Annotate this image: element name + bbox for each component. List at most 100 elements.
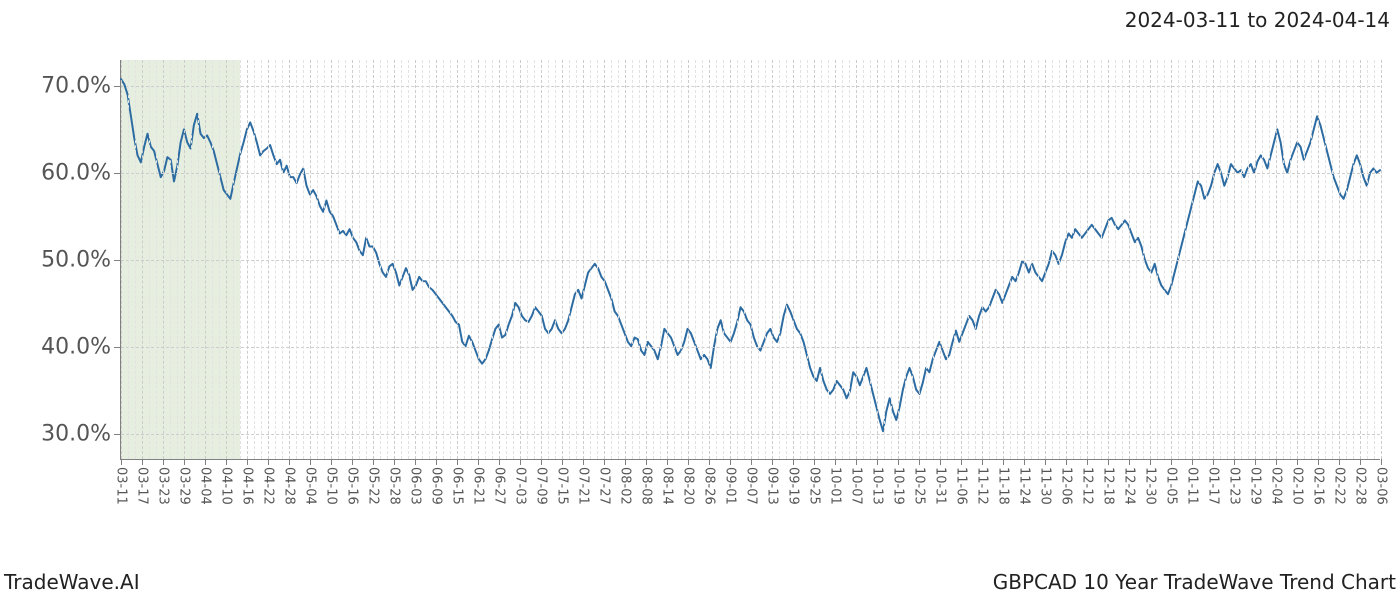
x-minor-gridline	[1178, 60, 1179, 459]
x-minor-gridline	[1038, 60, 1039, 459]
chart-container: 2024-03-11 to 2024-04-14 30.0%40.0%50.0%…	[0, 0, 1400, 600]
x-major-gridline	[898, 60, 899, 459]
x-axis-label: 01-05	[1164, 467, 1179, 505]
x-tick	[457, 459, 458, 465]
x-tick	[1213, 459, 1214, 465]
x-minor-gridline	[275, 60, 276, 459]
x-minor-gridline	[1304, 60, 1305, 459]
x-axis-label: 10-01	[828, 467, 843, 505]
x-axis-label: 06-09	[429, 467, 444, 505]
x-axis-label: 05-16	[345, 467, 360, 505]
y-axis-label: 30.0%	[41, 421, 111, 446]
x-minor-gridline	[1122, 60, 1123, 459]
x-major-gridline	[331, 60, 332, 459]
x-major-gridline	[730, 60, 731, 459]
x-major-gridline	[436, 60, 437, 459]
x-major-gridline	[289, 60, 290, 459]
x-tick	[1003, 459, 1004, 465]
x-axis-label: 04-16	[240, 467, 255, 505]
x-major-gridline	[814, 60, 815, 459]
x-axis-label: 03-29	[177, 467, 192, 505]
footer-title: GBPCAD 10 Year TradeWave Trend Chart	[993, 570, 1396, 594]
x-minor-gridline	[149, 60, 150, 459]
x-tick	[226, 459, 227, 465]
x-tick	[835, 459, 836, 465]
x-minor-gridline	[345, 60, 346, 459]
x-minor-gridline	[359, 60, 360, 459]
x-minor-gridline	[128, 60, 129, 459]
x-minor-gridline	[450, 60, 451, 459]
x-tick	[1108, 459, 1109, 465]
x-tick	[1087, 459, 1088, 465]
x-tick	[730, 459, 731, 465]
x-tick	[1360, 459, 1361, 465]
x-tick	[1255, 459, 1256, 465]
x-minor-gridline	[1220, 60, 1221, 459]
x-minor-gridline	[296, 60, 297, 459]
x-tick	[814, 459, 815, 465]
x-tick	[1192, 459, 1193, 465]
x-minor-gridline	[366, 60, 367, 459]
x-minor-gridline	[471, 60, 472, 459]
x-minor-gridline	[212, 60, 213, 459]
x-major-gridline	[835, 60, 836, 459]
x-axis-label: 12-18	[1101, 467, 1116, 505]
x-minor-gridline	[1374, 60, 1375, 459]
x-minor-gridline	[1073, 60, 1074, 459]
x-axis-label: 02-22	[1332, 467, 1347, 505]
x-minor-gridline	[261, 60, 262, 459]
x-major-gridline	[625, 60, 626, 459]
x-axis-label: 05-04	[303, 467, 318, 505]
x-axis-label: 11-30	[1038, 467, 1053, 505]
x-major-gridline	[163, 60, 164, 459]
x-minor-gridline	[870, 60, 871, 459]
x-major-gridline	[1318, 60, 1319, 459]
x-minor-gridline	[548, 60, 549, 459]
x-minor-gridline	[1283, 60, 1284, 459]
x-minor-gridline	[828, 60, 829, 459]
x-axis-label: 09-01	[723, 467, 738, 505]
x-axis-label: 09-07	[744, 467, 759, 505]
x-minor-gridline	[618, 60, 619, 459]
x-tick	[478, 459, 479, 465]
x-axis-label: 05-28	[387, 467, 402, 505]
x-minor-gridline	[863, 60, 864, 459]
x-minor-gridline	[716, 60, 717, 459]
x-minor-gridline	[492, 60, 493, 459]
x-axis-label: 10-25	[912, 467, 927, 505]
x-minor-gridline	[933, 60, 934, 459]
x-tick	[793, 459, 794, 465]
x-major-gridline	[247, 60, 248, 459]
x-minor-gridline	[1101, 60, 1102, 459]
x-axis-label: 06-03	[408, 467, 423, 505]
x-minor-gridline	[1311, 60, 1312, 459]
x-axis-label: 02-10	[1290, 467, 1305, 505]
x-axis-label: 08-02	[618, 467, 633, 505]
x-tick	[1234, 459, 1235, 465]
x-tick	[982, 459, 983, 465]
x-major-gridline	[541, 60, 542, 459]
x-tick	[289, 459, 290, 465]
x-major-gridline	[1108, 60, 1109, 459]
x-tick	[541, 459, 542, 465]
x-tick	[1171, 459, 1172, 465]
x-axis-label: 03-17	[135, 467, 150, 505]
x-minor-gridline	[954, 60, 955, 459]
x-minor-gridline	[611, 60, 612, 459]
x-minor-gridline	[891, 60, 892, 459]
x-tick	[562, 459, 563, 465]
x-minor-gridline	[569, 60, 570, 459]
x-axis-label: 07-27	[597, 467, 612, 505]
x-minor-gridline	[422, 60, 423, 459]
x-axis-label: 12-24	[1122, 467, 1137, 505]
x-minor-gridline	[744, 60, 745, 459]
x-minor-gridline	[1157, 60, 1158, 459]
x-major-gridline	[856, 60, 857, 459]
x-tick	[268, 459, 269, 465]
x-minor-gridline	[317, 60, 318, 459]
x-minor-gridline	[170, 60, 171, 459]
x-minor-gridline	[485, 60, 486, 459]
x-minor-gridline	[1269, 60, 1270, 459]
x-minor-gridline	[1010, 60, 1011, 459]
x-minor-gridline	[1052, 60, 1053, 459]
